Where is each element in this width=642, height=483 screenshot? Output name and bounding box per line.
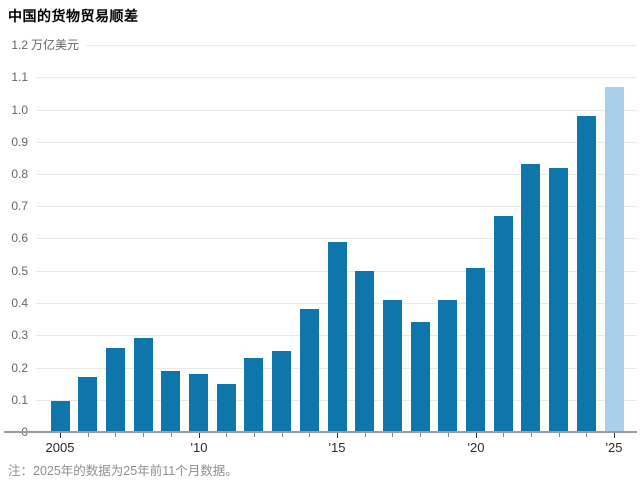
bar-2019 — [438, 300, 457, 432]
x-axis-tick — [199, 433, 200, 438]
bar-2005 — [51, 401, 70, 432]
x-axis-tick — [531, 433, 532, 437]
x-axis-tick — [309, 433, 310, 437]
y-gridline — [36, 77, 637, 78]
x-axis-tick — [282, 433, 283, 437]
bar-2016 — [355, 271, 374, 432]
x-axis-tick-label: '25 — [605, 440, 623, 455]
x-axis-tick-label: '15 — [328, 440, 346, 455]
bar-2008 — [134, 338, 153, 432]
x-axis-tick — [337, 433, 338, 438]
y-axis-tick-label: 0.1 — [11, 393, 28, 407]
bar-2006 — [78, 377, 97, 432]
y-axis-tick-label: 0.2 — [11, 361, 28, 375]
x-axis-tick — [586, 433, 587, 437]
x-axis-tick — [171, 433, 172, 437]
y-axis-tick-label: 1.0 — [11, 103, 28, 117]
x-axis-tick — [143, 433, 144, 437]
bar-2012 — [244, 358, 263, 432]
y-axis-tick-label: 1.1 — [11, 70, 28, 84]
footnote: 注：2025年的数据为25年前11个月数据。 — [8, 464, 238, 478]
y-gridline — [36, 110, 637, 111]
x-axis-tick — [559, 433, 560, 437]
x-axis-tick — [115, 433, 116, 437]
y-gridline — [36, 206, 637, 207]
bar-2013 — [272, 351, 291, 432]
x-axis-tick-label: 2005 — [45, 440, 75, 455]
chart-title: 中国的货物贸易顺差 — [8, 8, 139, 24]
x-axis-tick-label: '20 — [467, 440, 485, 455]
x-axis-tick — [254, 433, 255, 437]
y-gridline — [36, 238, 637, 239]
x-axis-tick — [365, 433, 366, 437]
bar-2018 — [411, 322, 430, 432]
y-axis-tick-label: 0.8 — [11, 167, 28, 181]
bar-2007 — [106, 348, 125, 432]
x-axis-tick-label: '10 — [190, 440, 208, 455]
y-axis-unit-label: 万亿美元 — [31, 38, 80, 52]
bar-2011 — [217, 384, 236, 432]
y-axis-tick-label: 0.3 — [11, 328, 28, 342]
bar-2022 — [521, 164, 540, 432]
x-axis-tick — [614, 433, 615, 438]
bar-2024 — [577, 116, 596, 432]
bar-2025 — [605, 87, 624, 432]
x-axis-tick — [476, 433, 477, 438]
bar-2014 — [300, 309, 319, 432]
y-gridline — [36, 142, 637, 143]
y-axis-tick-label: 0.4 — [11, 296, 28, 310]
bar-2017 — [383, 300, 402, 432]
x-axis-line — [4, 431, 637, 433]
bar-2009 — [161, 371, 180, 432]
y-axis-tick-label: 0.9 — [11, 135, 28, 149]
bar-2015 — [328, 242, 347, 432]
y-axis-tick-label: 0.5 — [11, 264, 28, 278]
x-axis-tick — [392, 433, 393, 437]
x-axis-tick — [88, 433, 89, 437]
x-axis-tick — [60, 433, 61, 438]
bar-2010 — [189, 374, 208, 432]
y-gridline — [36, 174, 637, 175]
x-axis-tick — [503, 433, 504, 437]
bar-2020 — [466, 268, 485, 432]
bar-2021 — [494, 216, 513, 432]
y-axis-tick-label: 0.7 — [11, 199, 28, 213]
bar-2023 — [549, 168, 568, 432]
y-axis-tick-label: 0.6 — [11, 231, 28, 245]
x-axis-tick — [448, 433, 449, 437]
x-axis-tick — [420, 433, 421, 437]
x-axis-tick — [226, 433, 227, 437]
y-gridline — [86, 45, 637, 46]
y-axis-tick-label: 1.2 — [11, 38, 28, 52]
